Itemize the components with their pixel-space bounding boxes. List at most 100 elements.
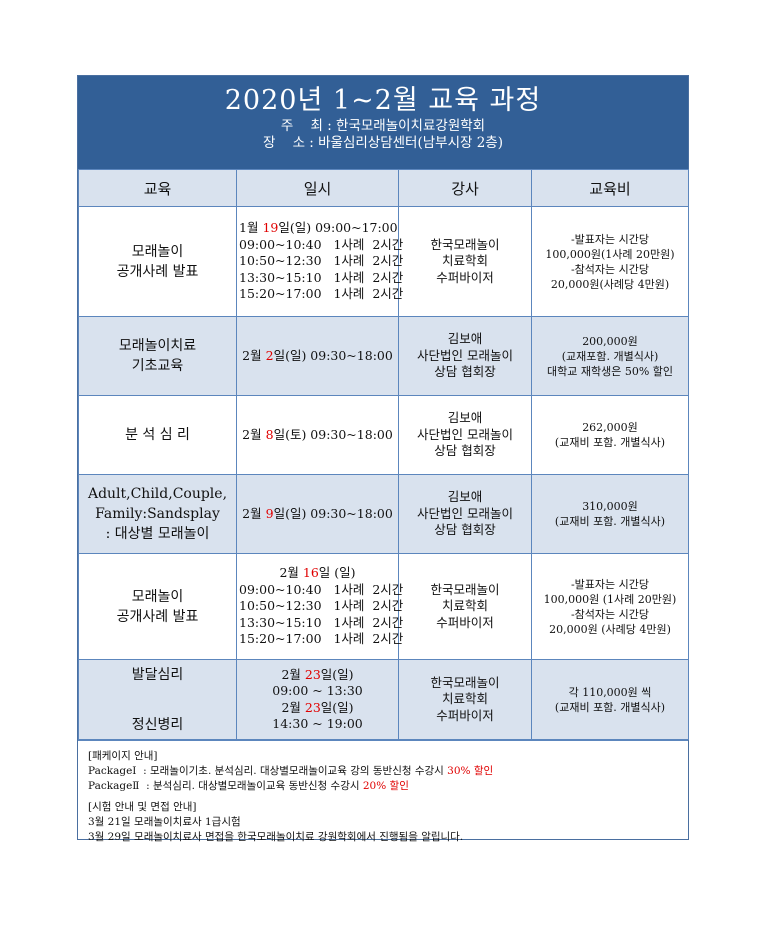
fee-cell: 310,000원 (교재비 포함. 개별식사) (531, 474, 689, 554)
schedule-line: 09:00~10:40 1사례 2시간 (239, 237, 403, 254)
instructor-line: 김보애 (447, 410, 483, 426)
course-line: 기초교육 (131, 358, 184, 374)
schedule-line: 09:00~10:40 1사례 2시간 (239, 582, 403, 599)
instructor-cell: 한국모래놀이 치료학회 수퍼바이저 (398, 659, 532, 740)
schedule-text: 일(토) 09:30~18:00 (273, 426, 393, 442)
fee-line: -발표자는 시간당 (570, 232, 650, 246)
schedule-text: 09:00 ~ 13:30 (272, 683, 363, 698)
fee-line: 200,000원 (582, 334, 638, 348)
fee-line: -참석자는 시간당 (570, 262, 650, 276)
schedule-line: 2월 2일(일) 09:30~18:00 (239, 348, 396, 365)
schedule-line: 2월 16일 (일) (239, 565, 396, 582)
schedule-text: 일 (일) (318, 565, 356, 581)
highlighted-date: 23 (304, 699, 321, 715)
course-cell: 모래놀이 공개사례 발표 (78, 553, 237, 660)
schedule-text: 13:30~15:10 1사례 2시간 (239, 614, 404, 630)
fee-line: (교재비 포함. 개별식사) (554, 700, 666, 714)
instructor-cell: 한국모래놀이 치료학회 수퍼바이저 (398, 553, 532, 660)
fee-line: 대학교 재학생은 50% 할인 (546, 364, 674, 378)
package-heading: [패케이지 안내] (88, 750, 158, 762)
schedule-text: 2월 (281, 666, 305, 682)
fee-line: 262,000원 (582, 421, 638, 434)
schedule-text: 2월 (279, 565, 303, 581)
column-header: 교육비 (531, 169, 689, 207)
highlighted-date: 16 (302, 565, 319, 581)
schedule-cell: 2월 23일(일) 09:00 ~ 13:30 2월 23일(일) 14:30 ~ 1… (236, 659, 399, 740)
schedule-line: 10:50~12:30 1사례 2시간 (239, 253, 403, 270)
highlighted-date: 19 (262, 220, 279, 236)
schedule-text: 2월 (242, 426, 266, 442)
course-line: 분 석 심 리 (125, 427, 190, 443)
package-2-text: PackageⅡ : 분석심리. 대상별모래놀이교육 동반신청 수강시 (88, 780, 363, 792)
instructor-line: 치료학회 (441, 691, 488, 707)
instructor-line: 사단법인 모래놀이 (417, 347, 513, 363)
course-line: 공개사례 발표 (116, 263, 199, 280)
course-line: : 대상별 모래놀이 (105, 526, 210, 542)
instructor-line: 김보애 (447, 331, 483, 347)
instructor-line: 치료학회 (441, 253, 488, 269)
schedule-line: 1월 19일(일) 09:00~17:00 (239, 220, 398, 237)
package-1-text: PackageⅠ : 모래놀이기초. 분석심리. 대상별모래놀이교육 강의 동반… (88, 765, 448, 777)
host-line: 주 최 : 한국모래놀이치료강원학회 (280, 118, 486, 134)
column-header: 교육 (78, 169, 237, 207)
schedule-cell: 2월 16일 (일) 09:00~10:40 1사례 2시간 10:50~12:30… (236, 553, 403, 660)
schedule-text: 일(일) (320, 666, 354, 682)
schedule-text: 2월 (242, 347, 266, 363)
instructor-cell: 한국모래놀이 치료학회 수퍼바이저 (398, 206, 532, 317)
fee-line: (교재비 포함. 개별식사) (554, 515, 666, 528)
schedule-line: 10:50~12:30 1사례 2시간 (239, 598, 403, 615)
highlighted-date: 2 (265, 347, 274, 363)
highlighted-date: 9 (265, 505, 274, 521)
schedule-text: 15:20~17:00 1사례 2시간 (239, 286, 404, 302)
notes-section: [패케이지 안내] PackageⅠ : 모래놀이기초. 분석심리. 대상별모래… (78, 740, 688, 843)
course-cell: Adult,Child,Couple, Family:Sandsplay : 대상별… (78, 474, 237, 554)
table-row: 분 석 심 리 2월 8일(토) 09:30~18:00 김보애 사단법인 모래놀이 상… (78, 395, 689, 475)
course-table: 교육 일시 강사 교육비 모래놀이 공개사례 발표 1월 19일(일) 09:00~… (78, 169, 689, 740)
highlighted-date: 23 (304, 666, 321, 682)
course-line: Family:Sandsplay (95, 506, 220, 522)
schedule-text: 2월 (281, 699, 305, 715)
instructor-cell: 김보애 사단법인 모래놀이 상담 협회장 (398, 474, 532, 554)
schedule-text: 09:00~10:40 1사례 2시간 (239, 581, 404, 597)
instructor-line: 치료학회 (441, 598, 488, 614)
highlighted-date: 8 (265, 426, 274, 442)
instructor-line: 김보애 (447, 489, 483, 505)
instructor-line: 수퍼바이저 (436, 269, 494, 285)
course-line: 발달심리 (131, 666, 184, 683)
schedule-line: 14:30 ~ 19:00 (239, 716, 396, 733)
instructor-line: 한국모래놀이 (430, 674, 500, 690)
fee-line: 20,000원(사례당 4만원) (550, 277, 670, 291)
schedule-text: 일(일) 09:30~18:00 (273, 505, 393, 521)
exam-line: 3월 29일 모래놀이치료사 면접을 한국모래놀이치료 강원학회에서 진행됨을 … (88, 831, 464, 843)
fee-line: (교재비 포함. 개별식사) (554, 436, 666, 449)
schedule-text: 2월 (242, 505, 266, 521)
table-row: 발달심리 정신병리 2월 23일(일) 09:00 ~ 13:30 2월 23일(일) 1… (78, 659, 689, 740)
schedule-line: 13:30~15:10 1사례 2시간 (239, 615, 403, 632)
fee-cell: 200,000원 (교재포함. 개별식사) 대학교 재학생은 50% 할인 (531, 316, 689, 396)
package-1: PackageⅠ : 모래놀이기초. 분석심리. 대상별모래놀이교육 강의 동반… (88, 764, 678, 779)
schedule-line: 09:00 ~ 13:30 (239, 683, 396, 700)
course-line: 모래놀이치료 (118, 338, 197, 354)
schedule-text: 일(일) 09:00~17:00 (278, 220, 398, 236)
instructor-line: 한국모래놀이 (430, 581, 500, 597)
course-line: 모래놀이 (131, 243, 184, 260)
fee-line: 100,000원(1사례 20만원) (545, 247, 675, 261)
schedule-cell: 2월 8일(토) 09:30~18:00 (236, 395, 399, 475)
course-line: Adult,Child,Couple, (87, 486, 228, 502)
table-header-row: 교육 일시 강사 교육비 (78, 169, 689, 207)
instructor-line: 한국모래놀이 (430, 236, 500, 252)
schedule-text: 13:30~15:10 1사례 2시간 (239, 269, 404, 285)
exam-heading: [시험 안내 및 면접 안내] (88, 801, 197, 813)
schedule-text: 일(일) (320, 699, 354, 715)
course-line: 정신병리 (131, 716, 184, 733)
instructor-line: 사단법인 모래놀이 (417, 505, 513, 521)
schedule-line: 2월 8일(토) 09:30~18:00 (239, 427, 396, 444)
instructor-line: 사단법인 모래놀이 (417, 426, 513, 442)
exam-line: 3월 21일 모래놀이치료사 1급시험 (88, 816, 241, 828)
fee-line: 100,000원 (1사례 20만원) (543, 592, 677, 606)
fee-line: 20,000원 (사례당 4만원) (549, 622, 671, 636)
schedule-line: 2월 23일(일) (239, 700, 396, 717)
